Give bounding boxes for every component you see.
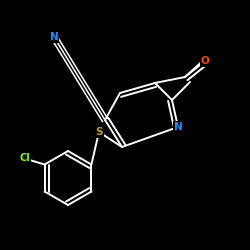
Text: N: N: [50, 32, 58, 42]
Text: Cl: Cl: [20, 153, 30, 163]
Text: S: S: [95, 127, 103, 137]
Text: N: N: [174, 122, 182, 132]
Text: O: O: [200, 56, 209, 66]
